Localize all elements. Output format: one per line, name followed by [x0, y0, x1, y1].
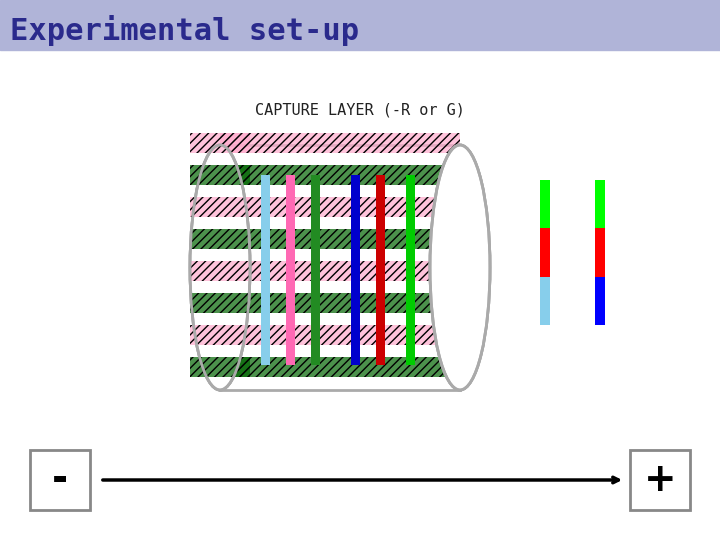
Bar [190, 133, 250, 153]
Bar [0, 0, 720, 50]
Bar [405, 175, 415, 365]
Bar [190, 325, 250, 345]
Bar [595, 228, 605, 276]
Bar [220, 261, 460, 281]
Bar [220, 357, 460, 377]
Bar [30, 450, 90, 510]
Bar [220, 197, 460, 217]
Bar [310, 175, 320, 365]
Text: Experimental set-up: Experimental set-up [10, 15, 359, 45]
Bar [190, 197, 250, 217]
Ellipse shape [430, 145, 490, 390]
Bar [286, 175, 294, 365]
Bar [351, 175, 359, 365]
Bar [190, 229, 250, 249]
Bar [220, 325, 460, 345]
Bar [540, 180, 550, 228]
Ellipse shape [190, 145, 250, 390]
Bar [220, 229, 460, 249]
Bar [595, 180, 605, 228]
Bar [261, 175, 269, 365]
Bar [220, 165, 460, 185]
Bar [220, 293, 460, 313]
Bar [190, 165, 250, 185]
Text: +: + [644, 461, 676, 499]
Bar [220, 145, 460, 390]
Ellipse shape [190, 145, 250, 390]
Text: -: - [52, 461, 68, 499]
Bar [595, 276, 605, 325]
Bar [376, 175, 384, 365]
Bar [540, 276, 550, 325]
Bar [540, 228, 550, 276]
Bar [190, 293, 250, 313]
Bar [190, 357, 250, 377]
Text: CAPTURE LAYER (-R or G): CAPTURE LAYER (-R or G) [255, 103, 465, 118]
Bar [220, 133, 460, 153]
Ellipse shape [430, 145, 490, 390]
Bar [190, 261, 250, 281]
Bar [630, 450, 690, 510]
